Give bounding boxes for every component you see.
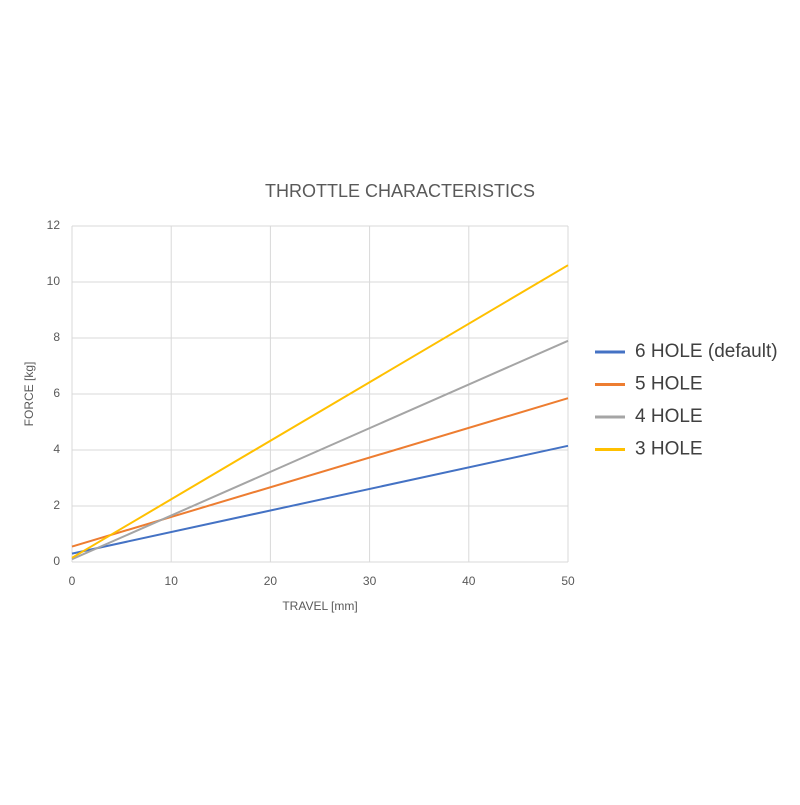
legend-label: 3 HOLE [635,439,703,460]
y-tick-label: 4 [53,442,60,456]
series-line [71,397,569,548]
x-axis-label: TRAVEL [mm] [282,599,357,613]
x-tick-label: 30 [363,574,377,588]
legend-label: 4 HOLE [635,406,703,427]
x-tick-label: 50 [561,574,575,588]
y-tick-label: 6 [53,386,60,400]
series-line [71,264,569,559]
legend-label: 5 HOLE [635,374,703,395]
y-tick-label: 12 [47,218,61,232]
series-line [71,444,569,555]
y-tick-label: 2 [53,498,60,512]
series-line [71,339,569,561]
y-tick-label: 8 [53,330,60,344]
legend-label: 6 HOLE (default) [635,341,778,362]
x-tick-label: 20 [264,574,278,588]
y-tick-label: 0 [53,554,60,568]
x-tick-label: 0 [69,574,76,588]
y-axis-label: FORCE [kg] [22,362,36,427]
y-tick-label: 10 [47,274,61,288]
x-tick-label: 40 [462,574,476,588]
chart-title: THROTTLE CHARACTERISTICS [265,181,535,201]
x-tick-label: 10 [165,574,179,588]
